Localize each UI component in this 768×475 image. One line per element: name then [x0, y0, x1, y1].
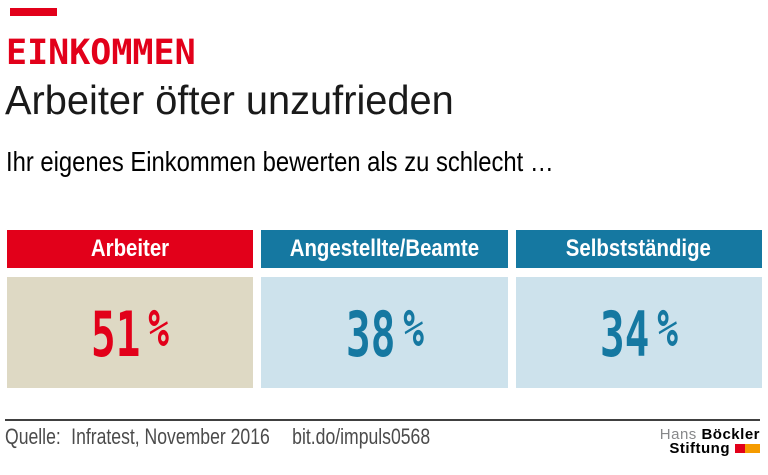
logo-mark-icon — [735, 442, 760, 453]
hans-boeckler-stiftung-logo: Hans Böckler Stiftung — [659, 426, 760, 457]
footer-divider — [5, 419, 760, 421]
page-subtitle: Ihr eigenes Einkommen bewerten als zu sc… — [6, 146, 554, 177]
logo-mark-red — [735, 444, 745, 453]
percent-sign: % — [657, 298, 678, 359]
logo-line2: Stiftung — [660, 440, 760, 457]
page-title: Arbeiter öfter unzufrieden — [5, 77, 454, 123]
value-number: 34 — [599, 297, 650, 371]
percentage-value: 34% — [600, 298, 678, 366]
column-label: Angestellte/Beamte — [289, 235, 480, 262]
source-line: Quelle: Infratest, November 2016 bit.do/im… — [5, 426, 430, 448]
column-header: Arbeiter — [7, 230, 254, 268]
percent-sign: % — [148, 298, 170, 359]
kicker: EINKOMMEN — [6, 33, 196, 73]
logo-mark-orange — [745, 444, 760, 453]
column-arbeiter: Arbeiter 51% — [7, 230, 254, 388]
logo-line1: Hans Böckler — [659, 426, 760, 443]
value-number: 51 — [91, 297, 141, 371]
source-text: Infratest, November 2016 — [71, 424, 270, 449]
logo-boeckler: Böckler — [701, 426, 760, 443]
percentage-value: 51% — [91, 298, 170, 366]
column-value-box: 51% — [7, 277, 254, 388]
category-columns: Arbeiter 51% Angestellte/Beamte 38% Selb… — [7, 230, 762, 388]
percentage-value: 38% — [346, 298, 424, 366]
source-label: Quelle: — [5, 424, 61, 449]
column-label: Arbeiter — [91, 235, 170, 262]
column-label: Selbstständige — [566, 235, 712, 262]
column-header: Angestellte/Beamte — [261, 230, 508, 268]
source-link[interactable]: bit.do/impuls0568 — [292, 424, 431, 449]
column-selbststaendige: Selbstständige 34% — [515, 230, 762, 388]
value-number: 38 — [345, 297, 395, 371]
column-value-box: 38% — [261, 277, 508, 388]
logo-hans: Hans — [659, 426, 697, 443]
percent-sign: % — [402, 298, 424, 359]
logo-stiftung: Stiftung — [669, 440, 730, 457]
column-value-box: 34% — [515, 277, 762, 388]
column-header: Selbstständige — [515, 230, 762, 268]
brand-accent-bar — [10, 8, 57, 16]
column-angestellte-beamte: Angestellte/Beamte 38% — [261, 230, 508, 388]
